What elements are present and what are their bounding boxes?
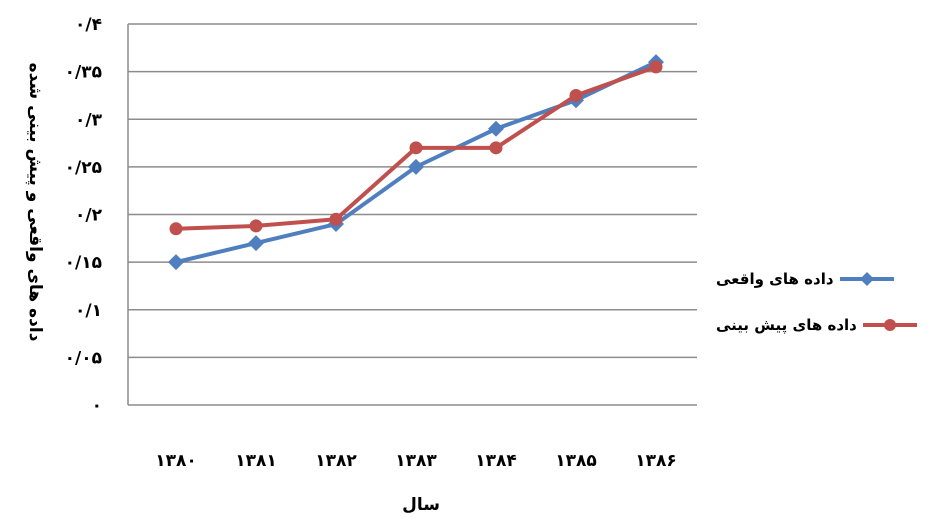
data-point (329, 212, 343, 226)
x-tick-label: ۱۳۸۱ (235, 451, 277, 471)
x-axis-title: سال (402, 495, 440, 515)
x-tick-label: ۱۳۸۵ (555, 451, 597, 471)
legend-label-predicted: داده های پیش بینی (716, 316, 857, 334)
legend-item-predicted: داده های پیش بینی (716, 308, 941, 342)
legend-label-actual: داده های واقعی (716, 270, 834, 288)
x-tick-label: ۱۳۸۰ (155, 451, 197, 471)
data-point (408, 158, 424, 175)
x-tick-label: ۱۳۸۲ (315, 451, 357, 471)
data-point (249, 219, 263, 233)
y-tick-labels: ۰ ۰/۰۵ ۰/۱ ۰/۱۵ ۰/۲ ۰/۲۵ ۰/۳ ۰/۳۵ ۰/۴ (65, 15, 103, 416)
x-tick-label: ۱۳۸۶ (635, 451, 677, 471)
data-point (409, 141, 423, 155)
series-predicted (169, 60, 663, 236)
x-tick-label: ۱۳۸۳ (395, 451, 437, 471)
series-lines (168, 54, 664, 271)
y-tick-label: ۰/۱ (75, 301, 102, 321)
y-tick-label: ۰/۴ (75, 15, 102, 35)
gridlines (128, 23, 697, 359)
data-point (169, 222, 183, 236)
y-tick-label: ۰ (92, 396, 102, 416)
y-tick-label: ۰/۳۵ (65, 63, 102, 83)
data-point (168, 254, 184, 271)
data-point (488, 120, 504, 137)
axes (127, 24, 697, 406)
data-point (489, 141, 503, 155)
y-tick-label: ۰/۰۵ (65, 348, 102, 368)
series-actual (168, 54, 664, 271)
y-axis-title: داده های واقعی و پیش بینی شده (25, 63, 45, 342)
legend-item-actual: داده های واقعی (716, 262, 941, 296)
x-tick-labels: ۱۳۸۰ ۱۳۸۱ ۱۳۸۲ ۱۳۸۳ ۱۳۸۴ ۱۳۸۵ ۱۳۸۶ (155, 451, 677, 471)
legend-swatch-predicted (862, 319, 917, 331)
legend: داده های واقعی داده های پیش بینی (716, 262, 941, 354)
x-tick-label: ۱۳۸۴ (475, 451, 517, 471)
data-point (649, 60, 663, 74)
y-tick-label: ۰/۳ (75, 110, 103, 130)
legend-swatch-actual (839, 272, 894, 286)
y-tick-label: ۰/۲۵ (65, 158, 102, 178)
y-tick-label: ۰/۲ (75, 206, 103, 226)
data-point (248, 235, 264, 252)
y-tick-label: ۰/۱۵ (65, 253, 102, 273)
data-point (569, 88, 583, 102)
